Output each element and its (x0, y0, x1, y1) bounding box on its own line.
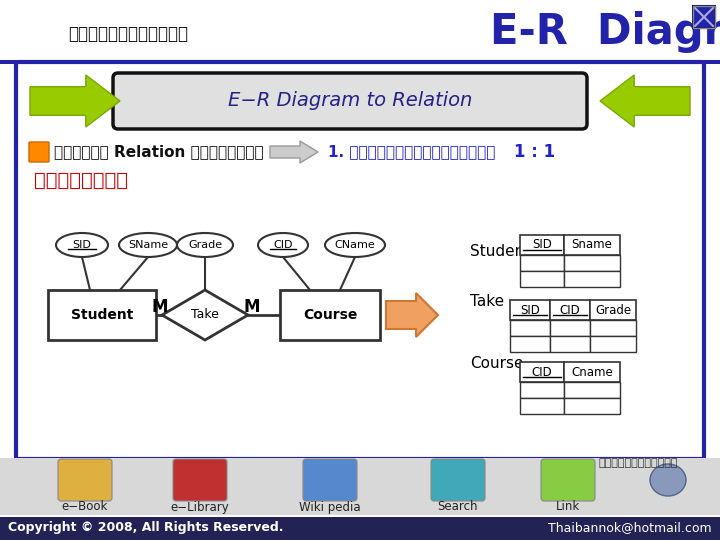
Bar (520, 362, 564, 382)
Ellipse shape (119, 233, 177, 257)
Bar (0, 458, 720, 515)
Bar (520, 271, 564, 287)
Text: SName: SName (128, 240, 168, 250)
Bar (280, 290, 380, 340)
Text: ปลงจาก Relation เปนตาราง: ปลงจาก Relation เปนตาราง (54, 145, 264, 159)
Bar (510, 300, 550, 320)
Bar (520, 398, 564, 414)
Text: Take: Take (470, 294, 504, 308)
Text: SID: SID (73, 240, 91, 250)
Text: Wiki pedia: Wiki pedia (300, 501, 361, 514)
Ellipse shape (56, 233, 108, 257)
Text: e−Book: e−Book (62, 501, 108, 514)
FancyBboxPatch shape (693, 6, 715, 28)
Bar (564, 398, 620, 414)
Bar (510, 336, 550, 352)
Text: 1 : 1: 1 : 1 (514, 143, 555, 161)
Ellipse shape (325, 233, 385, 257)
Text: Link: Link (556, 501, 580, 514)
Bar (520, 235, 564, 255)
Bar (564, 255, 620, 271)
Polygon shape (30, 75, 120, 127)
Bar (564, 235, 620, 255)
Bar (520, 382, 564, 398)
Text: E−R Diagram to Relation: E−R Diagram to Relation (228, 91, 472, 111)
Bar (590, 300, 636, 320)
Text: CID: CID (274, 240, 293, 250)
FancyBboxPatch shape (113, 73, 587, 129)
Bar (0, 517, 720, 540)
Polygon shape (270, 141, 318, 163)
Text: CID: CID (559, 303, 580, 316)
Ellipse shape (650, 464, 686, 496)
Bar (0, 0, 720, 62)
Bar (550, 300, 590, 320)
Bar (0, 60, 720, 64)
Bar (693, 6, 715, 28)
Text: Copyright © 2008, All Rights Reserved.: Copyright © 2008, All Rights Reserved. (8, 522, 284, 535)
Text: Take: Take (191, 308, 219, 321)
Text: Grade: Grade (188, 240, 222, 250)
Text: Grade: Grade (595, 303, 631, 316)
FancyBboxPatch shape (541, 459, 595, 501)
Text: 1. แปลงความสัมพันธ์: 1. แปลงความสัมพันธ์ (328, 145, 495, 159)
Bar (564, 382, 620, 398)
Bar (564, 362, 620, 382)
Text: Cname: Cname (571, 366, 613, 379)
FancyBboxPatch shape (173, 459, 227, 501)
FancyBboxPatch shape (16, 62, 704, 459)
Text: CID: CID (531, 366, 552, 379)
Text: Course: Course (470, 355, 523, 370)
Text: ตัวอย่าง: ตัวอย่าง (34, 171, 128, 190)
Polygon shape (386, 293, 438, 337)
Bar (550, 320, 590, 336)
FancyBboxPatch shape (431, 459, 485, 501)
Text: กลับหน้าหลัก: กลับหน้าหลัก (598, 458, 678, 468)
Text: Search: Search (438, 501, 478, 514)
Text: M: M (152, 298, 168, 316)
Bar (510, 320, 550, 336)
Bar (564, 271, 620, 287)
Text: E-R  Diagram: E-R Diagram (490, 11, 720, 53)
Bar (520, 255, 564, 271)
Ellipse shape (177, 233, 233, 257)
FancyBboxPatch shape (303, 459, 357, 501)
Bar (590, 320, 636, 336)
Ellipse shape (258, 233, 308, 257)
Text: Thaibannok@hotmail.com: Thaibannok@hotmail.com (549, 522, 712, 535)
Text: M: M (244, 298, 260, 316)
Polygon shape (600, 75, 690, 127)
Text: Sname: Sname (572, 239, 613, 252)
Text: CName: CName (335, 240, 375, 250)
Text: Student: Student (71, 308, 133, 322)
Text: SID: SID (520, 303, 540, 316)
FancyBboxPatch shape (29, 142, 49, 162)
Polygon shape (162, 290, 248, 340)
Bar (48, 290, 156, 340)
Bar (550, 336, 590, 352)
Bar (590, 336, 636, 352)
Text: e−Library: e−Library (171, 501, 230, 514)
Text: Course: Course (303, 308, 357, 322)
Text: แหล่งการเรีย: แหล่งการเรีย (68, 25, 188, 43)
Text: SID: SID (532, 239, 552, 252)
Text: Student: Student (470, 245, 530, 260)
FancyBboxPatch shape (58, 459, 112, 501)
